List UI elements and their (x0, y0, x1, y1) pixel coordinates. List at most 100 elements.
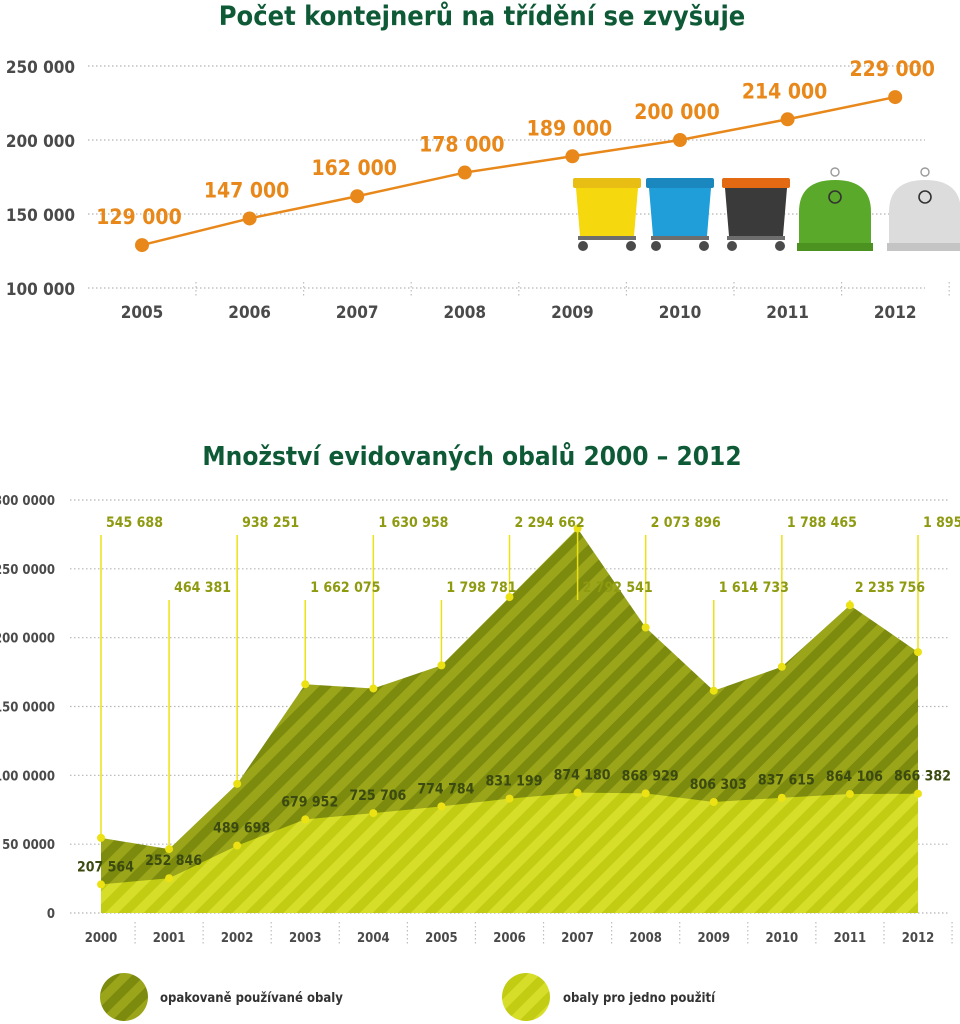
single-use-point (573, 788, 582, 797)
chart1-x-tick-label: 2011 (766, 303, 809, 323)
chart2-title: Množství evidovaných obalů 2000 – 2012 (202, 441, 741, 472)
chart2-x-tick-label: 2011 (834, 931, 867, 946)
reusable-value-label: 545 688 (106, 515, 163, 531)
chart2-y-tick-label: 0 (47, 907, 55, 922)
reusable-point (777, 662, 786, 671)
chart1-point (780, 112, 795, 127)
chart1-x-tick-label: 2012 (874, 303, 917, 323)
chart2-y-tick-label: 300 0000 (0, 494, 55, 509)
chart1-series-line (141, 95, 896, 247)
chart2-value-labels: 545 688 464 381 938 251 1 662 075 1 630 958 1… (77, 515, 960, 875)
chart2-x-tick-label: 2000 (85, 931, 118, 946)
yellow-bin-icon (573, 178, 641, 251)
yellow-bin-wheel (626, 241, 636, 251)
black-bin-wheel (727, 241, 737, 251)
reusable-point (845, 601, 854, 610)
blue-bin-wheel (651, 241, 661, 251)
black-bin-base (727, 236, 785, 240)
black-bin-body (725, 188, 787, 236)
chart1-title: Počet kontejnerů na třídění se zvyšuje (219, 1, 746, 32)
legend: opakovaně používané obaly obaly pro jedn… (100, 973, 716, 1021)
single-use-value-label: 837 615 (758, 773, 815, 789)
chart2-y-tick-label: 150 0000 (0, 701, 55, 716)
yellow-bin-body (576, 188, 638, 236)
reusable-value-label: 1 798 781 (446, 580, 516, 596)
chart1-value-label: 147 000 (204, 178, 289, 202)
chart2-y-axis: 300 0000 250 0000 200 0000 150 0000 100 0000… (0, 494, 55, 922)
chart2-x-tick-label: 2001 (153, 931, 186, 946)
single-use-value-label: 831 199 (486, 774, 543, 790)
reusable-point (709, 686, 718, 695)
container-illustrations (573, 167, 960, 251)
blue-bin-base (651, 236, 709, 240)
chart2-points (97, 524, 922, 889)
chart1-y-tick-label: 250 000 (6, 58, 75, 78)
chart1-point (457, 165, 472, 180)
reusable-point (914, 648, 922, 657)
white-bell-hook (920, 167, 930, 177)
legend-swatch-reusable (100, 973, 148, 1021)
reusable-value-label: 1 662 075 (310, 580, 380, 596)
chart1-point (135, 238, 149, 253)
chart2-x-tick-label: 2005 (425, 931, 458, 946)
reusable-point (437, 661, 446, 670)
chart2-x-tick-label: 2009 (697, 931, 730, 946)
legend-label-reusable: opakovaně používané obaly (160, 991, 343, 1006)
single-use-value-label: 806 303 (690, 777, 747, 793)
white-bell-body (889, 180, 960, 244)
blue-bin-wheel (699, 241, 709, 251)
single-use-value-label: 489 698 (213, 821, 270, 837)
black-bin-lid (722, 178, 790, 188)
reusable-point (165, 845, 174, 854)
single-use-value-label: 725 706 (349, 788, 406, 804)
chart1-value-label: 200 000 (634, 100, 719, 124)
yellow-bin-wheel (578, 241, 588, 251)
chart1-value-label: 178 000 (419, 133, 504, 157)
chart2-y-tick-label: 100 0000 (0, 769, 55, 784)
chart2-x-tick-label: 2012 (902, 931, 935, 946)
single-use-point (301, 815, 310, 824)
chart2-x-tick-label: 2004 (357, 931, 390, 946)
reusable-point (233, 779, 242, 788)
legend-swatch-single-use (502, 973, 550, 1021)
chart2-y-tick-label: 50 0000 (2, 838, 55, 853)
reusable-point (573, 524, 582, 533)
single-use-value-label: 874 180 (554, 768, 611, 784)
green-bell-base (797, 243, 873, 251)
chart2-x-tick-label: 2008 (629, 931, 662, 946)
reusable-value-label: 938 251 (242, 515, 299, 531)
reusable-value-label: 1 788 465 (787, 515, 857, 531)
chart1-point (350, 189, 365, 204)
single-use-value-label: 864 106 (826, 769, 883, 785)
blue-bin-body (649, 188, 711, 236)
chart2-x-tick-label: 2002 (221, 931, 254, 946)
chart1-point (242, 211, 257, 226)
chart1-point (565, 149, 580, 164)
chart1-x-tick-label: 2005 (121, 303, 164, 323)
blue-bin-icon (646, 178, 714, 251)
chart1-value-label: 162 000 (311, 156, 396, 180)
reusable-value-label: 1 630 958 (378, 515, 448, 531)
reusable-point (641, 623, 650, 632)
black-bin-wheel (775, 241, 785, 251)
single-use-point (233, 841, 242, 850)
reusable-value-label: 2 792 541 (583, 580, 653, 596)
chart1-x-tick-label: 2006 (228, 303, 271, 323)
reusable-point (505, 593, 514, 602)
single-use-point (914, 789, 922, 798)
chart1-y-tick-label: 100 000 (6, 280, 75, 300)
single-use-point (641, 789, 650, 798)
blue-bin-lid (646, 178, 714, 188)
reusable-value-label: 2 235 756 (855, 580, 925, 596)
chart1-y-axis: 250 000 200 000 150 000 100 000 (6, 58, 75, 300)
single-use-point (709, 797, 718, 806)
chart2-x-tick-label: 2006 (493, 931, 526, 946)
chart1-value-labels: 129 000 147 000 162 000 178 000 189 000 200 0… (96, 57, 935, 229)
white-bell-base (887, 243, 960, 251)
single-use-value-label: 252 846 (145, 853, 202, 869)
reusable-value-label: 1 614 733 (719, 580, 789, 596)
chart1-x-tick-label: 2010 (659, 303, 702, 323)
chart1-y-tick-label: 200 000 (6, 132, 75, 152)
single-use-point (165, 874, 174, 883)
